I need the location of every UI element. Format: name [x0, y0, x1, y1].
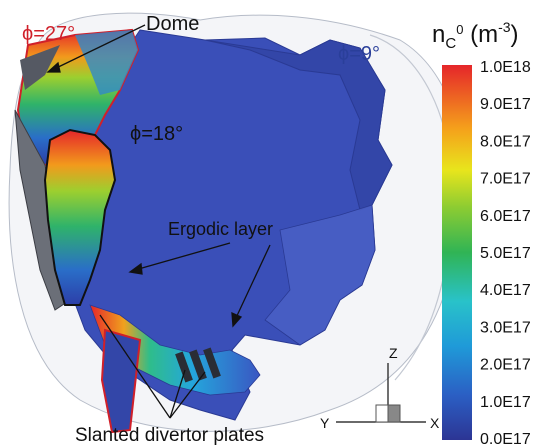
colorbar-tick-label: 8.0E17 — [480, 133, 531, 150]
colorbar-tick-label: 3.0E17 — [480, 319, 531, 336]
colorbar-tick-label: 6.0E17 — [480, 208, 531, 225]
colorbar-tick-label: 5.0E17 — [480, 245, 531, 262]
colorbar-tick-label: 9.0E17 — [480, 96, 531, 113]
plasma-surface-lower — [264, 204, 376, 346]
colorbar-tick-label: 1.0E17 — [480, 394, 531, 411]
axis-z-label: Z — [389, 345, 398, 361]
axis-y-label: Y — [320, 415, 330, 431]
axis-x-label: X — [430, 415, 440, 431]
slanted-divertor-plates — [175, 347, 221, 383]
ergodic-layer-label: Ergodic layer — [168, 219, 273, 239]
phi9-label: ϕ=9° — [338, 43, 380, 65]
phi27-label: ϕ=27° — [22, 23, 75, 45]
colorbar-tick-label: 7.0E17 — [480, 171, 531, 188]
colorbar-tick-label: 1.0E18 — [480, 59, 531, 76]
colorbar: nC0 (m-3) 1.0E18 9.0E17 8.0E17 7.0E17 6.0E17… — [432, 19, 531, 448]
colorbar-gradient — [442, 65, 472, 440]
phi27-bottom-outline — [100, 328, 142, 434]
phi18-section — [43, 128, 117, 306]
colorbar-tick-label: 4.0E17 — [480, 282, 531, 299]
phi27-blue-zone — [75, 30, 138, 95]
colorbar-tick-label: 2.0E17 — [480, 357, 531, 374]
divertor-top — [20, 45, 60, 90]
colorbar-title: nC0 (m-3) — [432, 19, 519, 52]
phi18-label: ϕ=18° — [130, 123, 183, 145]
dome-label: Dome — [146, 13, 199, 35]
slanted-divertor-plates-label: Slanted divertor plates — [75, 425, 264, 446]
colorbar-tick-label: 0.0E17 — [480, 431, 531, 448]
colorbar-ticks: 1.0E18 9.0E17 8.0E17 7.0E17 6.0E17 5.0E17 4.0E… — [480, 59, 531, 448]
axis-triad: Z Y X — [320, 345, 440, 431]
annotation-arrows — [46, 24, 271, 419]
